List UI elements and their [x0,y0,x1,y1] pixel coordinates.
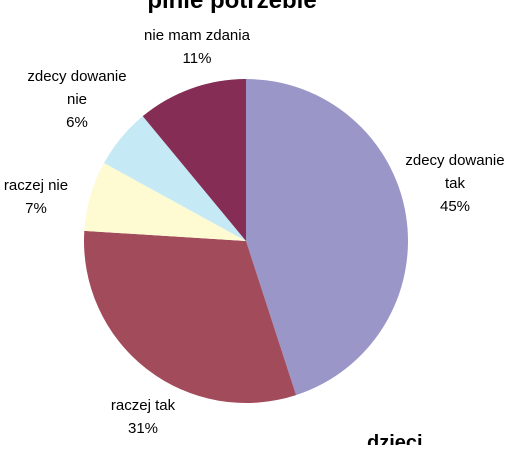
pie-slice-raczej-tak [84,230,297,403]
data-label-value: 31% [128,420,158,437]
pie-slice-zdecydowanie-tak [246,79,408,396]
pie-slice-zdecydowanie-nie [104,116,246,241]
data-label-category: tak [445,175,466,192]
pie-slice-raczej-nie [84,162,246,241]
data-label-value: 45% [440,198,470,215]
pie-slice-nie-mam-zdania [142,79,246,241]
data-label-value: 11% [183,50,212,67]
data-label-category: nie mam zdania [144,27,251,44]
data-label-category: raczej nie [4,177,68,194]
data-label-category: raczej tak [111,397,176,414]
data-label-category: zdecy dowanie [27,68,126,85]
data-label-category: nie [67,91,87,108]
pie-slices [84,79,408,403]
data-label-category: zdecy dowanie [405,152,504,169]
pie-labels: zdecy dowanie tak 45% raczej tak 31% raczej n… [4,27,505,437]
data-label-value: 6% [66,114,88,131]
data-label-value: 7% [25,200,47,217]
corner-label: dzieci [367,432,423,445]
chart-title-fragment: pinie potrzebie [147,0,316,14]
